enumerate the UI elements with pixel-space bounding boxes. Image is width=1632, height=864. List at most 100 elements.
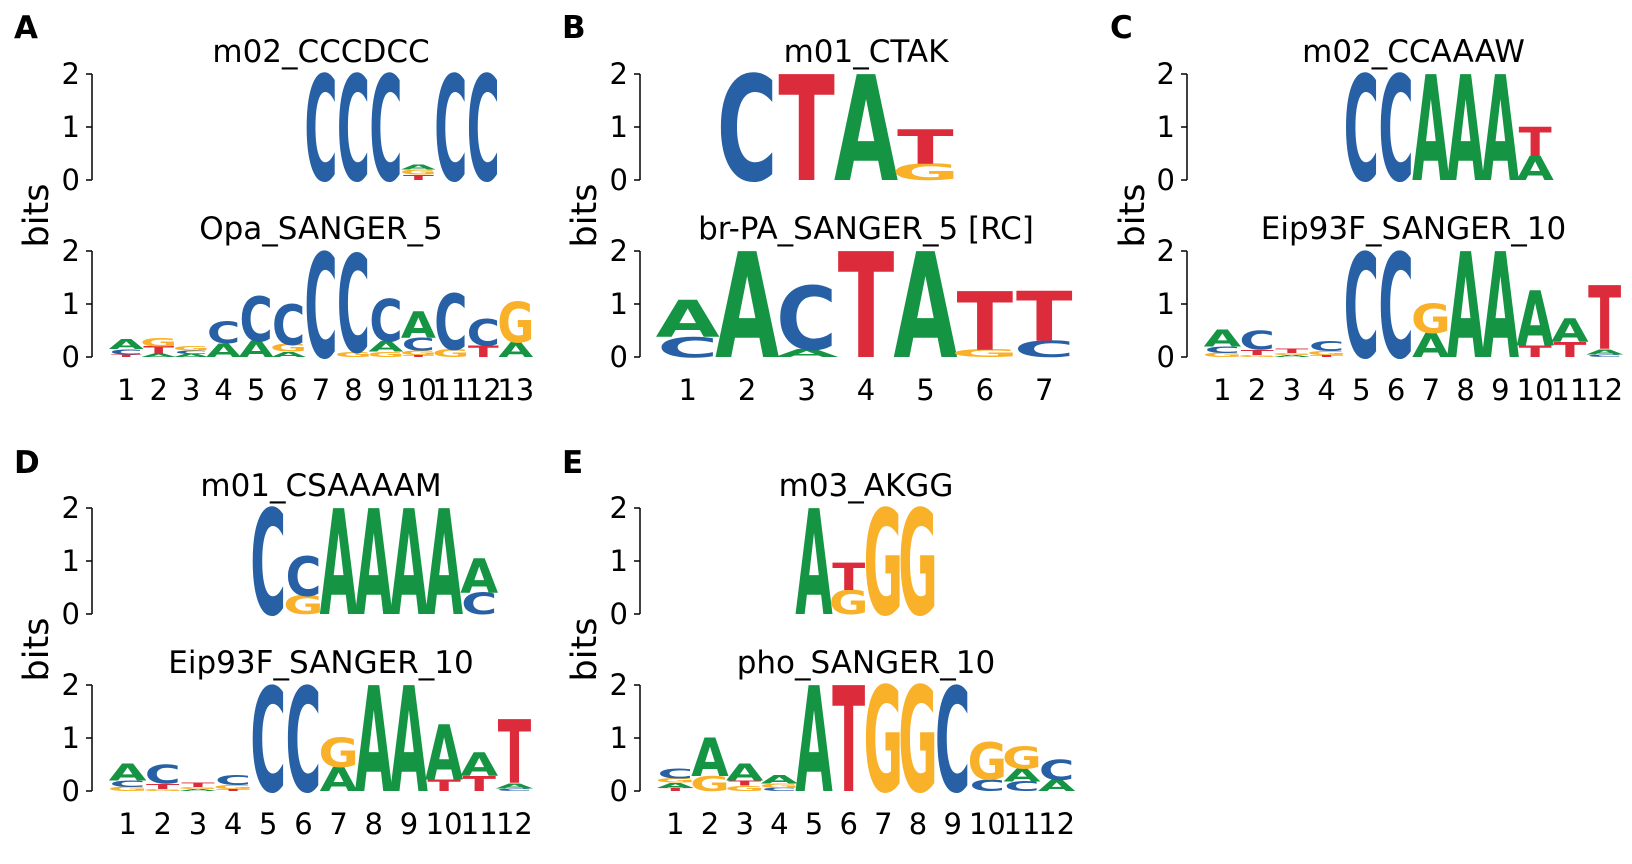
panel-d: Dm01_CSAAAAM210 CGCAAAACAEip93F_SANGER_10… bbox=[14, 445, 533, 841]
y-tick-label: 2 bbox=[62, 491, 80, 525]
y-axis: 2 1 0 bbox=[62, 234, 92, 374]
logo-letter-C: C bbox=[304, 46, 337, 215]
x-tick-label: 8 bbox=[1456, 373, 1474, 407]
y-tick-label: 1 bbox=[62, 544, 80, 578]
y-axis-title: bits bbox=[1113, 184, 1153, 248]
logo-letter-A: A bbox=[390, 656, 428, 826]
logo-letter-A: A bbox=[109, 337, 144, 352]
logo-letter-A: A bbox=[425, 711, 463, 799]
x-tick-label: 5 bbox=[916, 373, 934, 407]
y-tick-label: 2 bbox=[62, 57, 80, 91]
y-axis-title: bits bbox=[565, 618, 605, 682]
logo-letter-A: A bbox=[460, 747, 498, 784]
logo-letter-C: C bbox=[239, 284, 272, 356]
logo-letter-C: C bbox=[285, 546, 321, 609]
logo-letter-C: C bbox=[1378, 46, 1414, 215]
y-axis: 2 1 0 bbox=[610, 57, 640, 197]
x-tick-label: 3 bbox=[797, 373, 815, 407]
y-axis: 2 1 0 bbox=[610, 668, 640, 808]
x-tick-label: 5 bbox=[259, 807, 277, 841]
panel-label: B bbox=[562, 10, 586, 46]
logo-letter-T: T bbox=[832, 556, 865, 600]
logo-letter-T: T bbox=[897, 120, 954, 175]
x-tick-label: 7 bbox=[312, 373, 330, 407]
logo-letter-C: C bbox=[434, 278, 467, 368]
x-tick-label: 12 bbox=[1586, 373, 1623, 407]
logo-letter-C: C bbox=[272, 293, 305, 358]
logo-letter-G: G bbox=[140, 335, 177, 349]
x-tick-label: 3 bbox=[1283, 373, 1301, 407]
x-tick-label: 13 bbox=[497, 373, 534, 407]
x-tick-label: 3 bbox=[182, 373, 200, 407]
logo-letter-C: C bbox=[1344, 224, 1380, 392]
logo-letter-A: A bbox=[795, 657, 833, 826]
logo-letter-C: C bbox=[467, 46, 500, 215]
x-tick-label: 2 bbox=[1248, 373, 1266, 407]
x-tick-label: 1 bbox=[118, 807, 136, 841]
y-tick-label: 0 bbox=[610, 340, 628, 374]
logo-letter-T: T bbox=[838, 222, 895, 392]
logo-letter-C: C bbox=[207, 316, 240, 350]
logo-letter-A: A bbox=[1412, 46, 1450, 215]
y-axis-title: bits bbox=[17, 184, 57, 248]
y-tick-label: 1 bbox=[62, 721, 80, 755]
logo-letter-A: A bbox=[715, 222, 779, 392]
x-tick-label: 6 bbox=[1387, 373, 1405, 407]
x-tick-label: 6 bbox=[839, 807, 857, 841]
x-tick-label: 9 bbox=[400, 807, 418, 841]
x-tick-label: 11 bbox=[461, 807, 498, 841]
logo-letter-C: C bbox=[304, 225, 337, 392]
y-axis-title: bits bbox=[17, 618, 57, 682]
x-tick-label: 8 bbox=[344, 373, 362, 407]
logo-letter-A: A bbox=[795, 480, 833, 649]
logo-letter-C: C bbox=[1239, 326, 1275, 356]
logo-letter-A: A bbox=[1482, 223, 1520, 392]
y-axis: 2 1 0 bbox=[62, 491, 92, 631]
y-axis: 2 1 0 bbox=[610, 491, 640, 631]
logo-letter-C: C bbox=[1378, 224, 1414, 392]
y-tick-label: 1 bbox=[1157, 287, 1175, 321]
logo-letter-C: C bbox=[658, 766, 693, 781]
logo-letter-A: A bbox=[1551, 313, 1589, 350]
logo-letter-G: G bbox=[898, 657, 938, 826]
y-tick-label: 0 bbox=[62, 597, 80, 631]
y-tick-label: 0 bbox=[62, 340, 80, 374]
logo-letter-T: T bbox=[957, 276, 1014, 369]
logo-letter-G: G bbox=[968, 732, 1008, 791]
x-tick-label: 12 bbox=[496, 807, 533, 841]
logo-letter-G: G bbox=[497, 291, 534, 356]
logo-letter-C: C bbox=[369, 46, 402, 215]
panel-label: E bbox=[562, 445, 583, 481]
x-tick-label: 7 bbox=[329, 807, 347, 841]
logo-letter-T: T bbox=[778, 45, 835, 215]
x-tick-label: 10 bbox=[426, 807, 463, 841]
x-tick-label: 4 bbox=[224, 807, 242, 841]
y-tick-label: 0 bbox=[62, 163, 80, 197]
y-tick-label: 2 bbox=[610, 491, 628, 525]
motif-logo-top: m02_CCCDCC210 C C C TGAC C bbox=[62, 34, 500, 215]
x-tick-label: 7 bbox=[874, 807, 892, 841]
panel-label: C bbox=[1110, 10, 1133, 46]
logo-letter-A: A bbox=[726, 759, 764, 786]
x-tick-label: 4 bbox=[770, 807, 788, 841]
x-tick-label: 2 bbox=[154, 807, 172, 841]
logo-letter-C: C bbox=[215, 774, 251, 789]
x-tick-label: 6 bbox=[976, 373, 994, 407]
logo-letter-A: A bbox=[1204, 325, 1242, 352]
logo-letter-A: A bbox=[390, 479, 428, 649]
y-axis-title: bits bbox=[565, 184, 605, 248]
y-tick-label: 2 bbox=[62, 668, 80, 702]
logo-letter-A: A bbox=[355, 656, 393, 826]
x-tick-label: 11 bbox=[1551, 373, 1588, 407]
y-tick-label: 1 bbox=[610, 721, 628, 755]
logo-letter-A: A bbox=[1516, 275, 1553, 363]
logo-letter-C: C bbox=[145, 760, 181, 790]
logo-letter-C: C bbox=[1309, 339, 1345, 354]
y-tick-label: 0 bbox=[62, 774, 80, 808]
x-tick-label: 3 bbox=[735, 807, 753, 841]
x-tick-label: 2 bbox=[701, 807, 719, 841]
